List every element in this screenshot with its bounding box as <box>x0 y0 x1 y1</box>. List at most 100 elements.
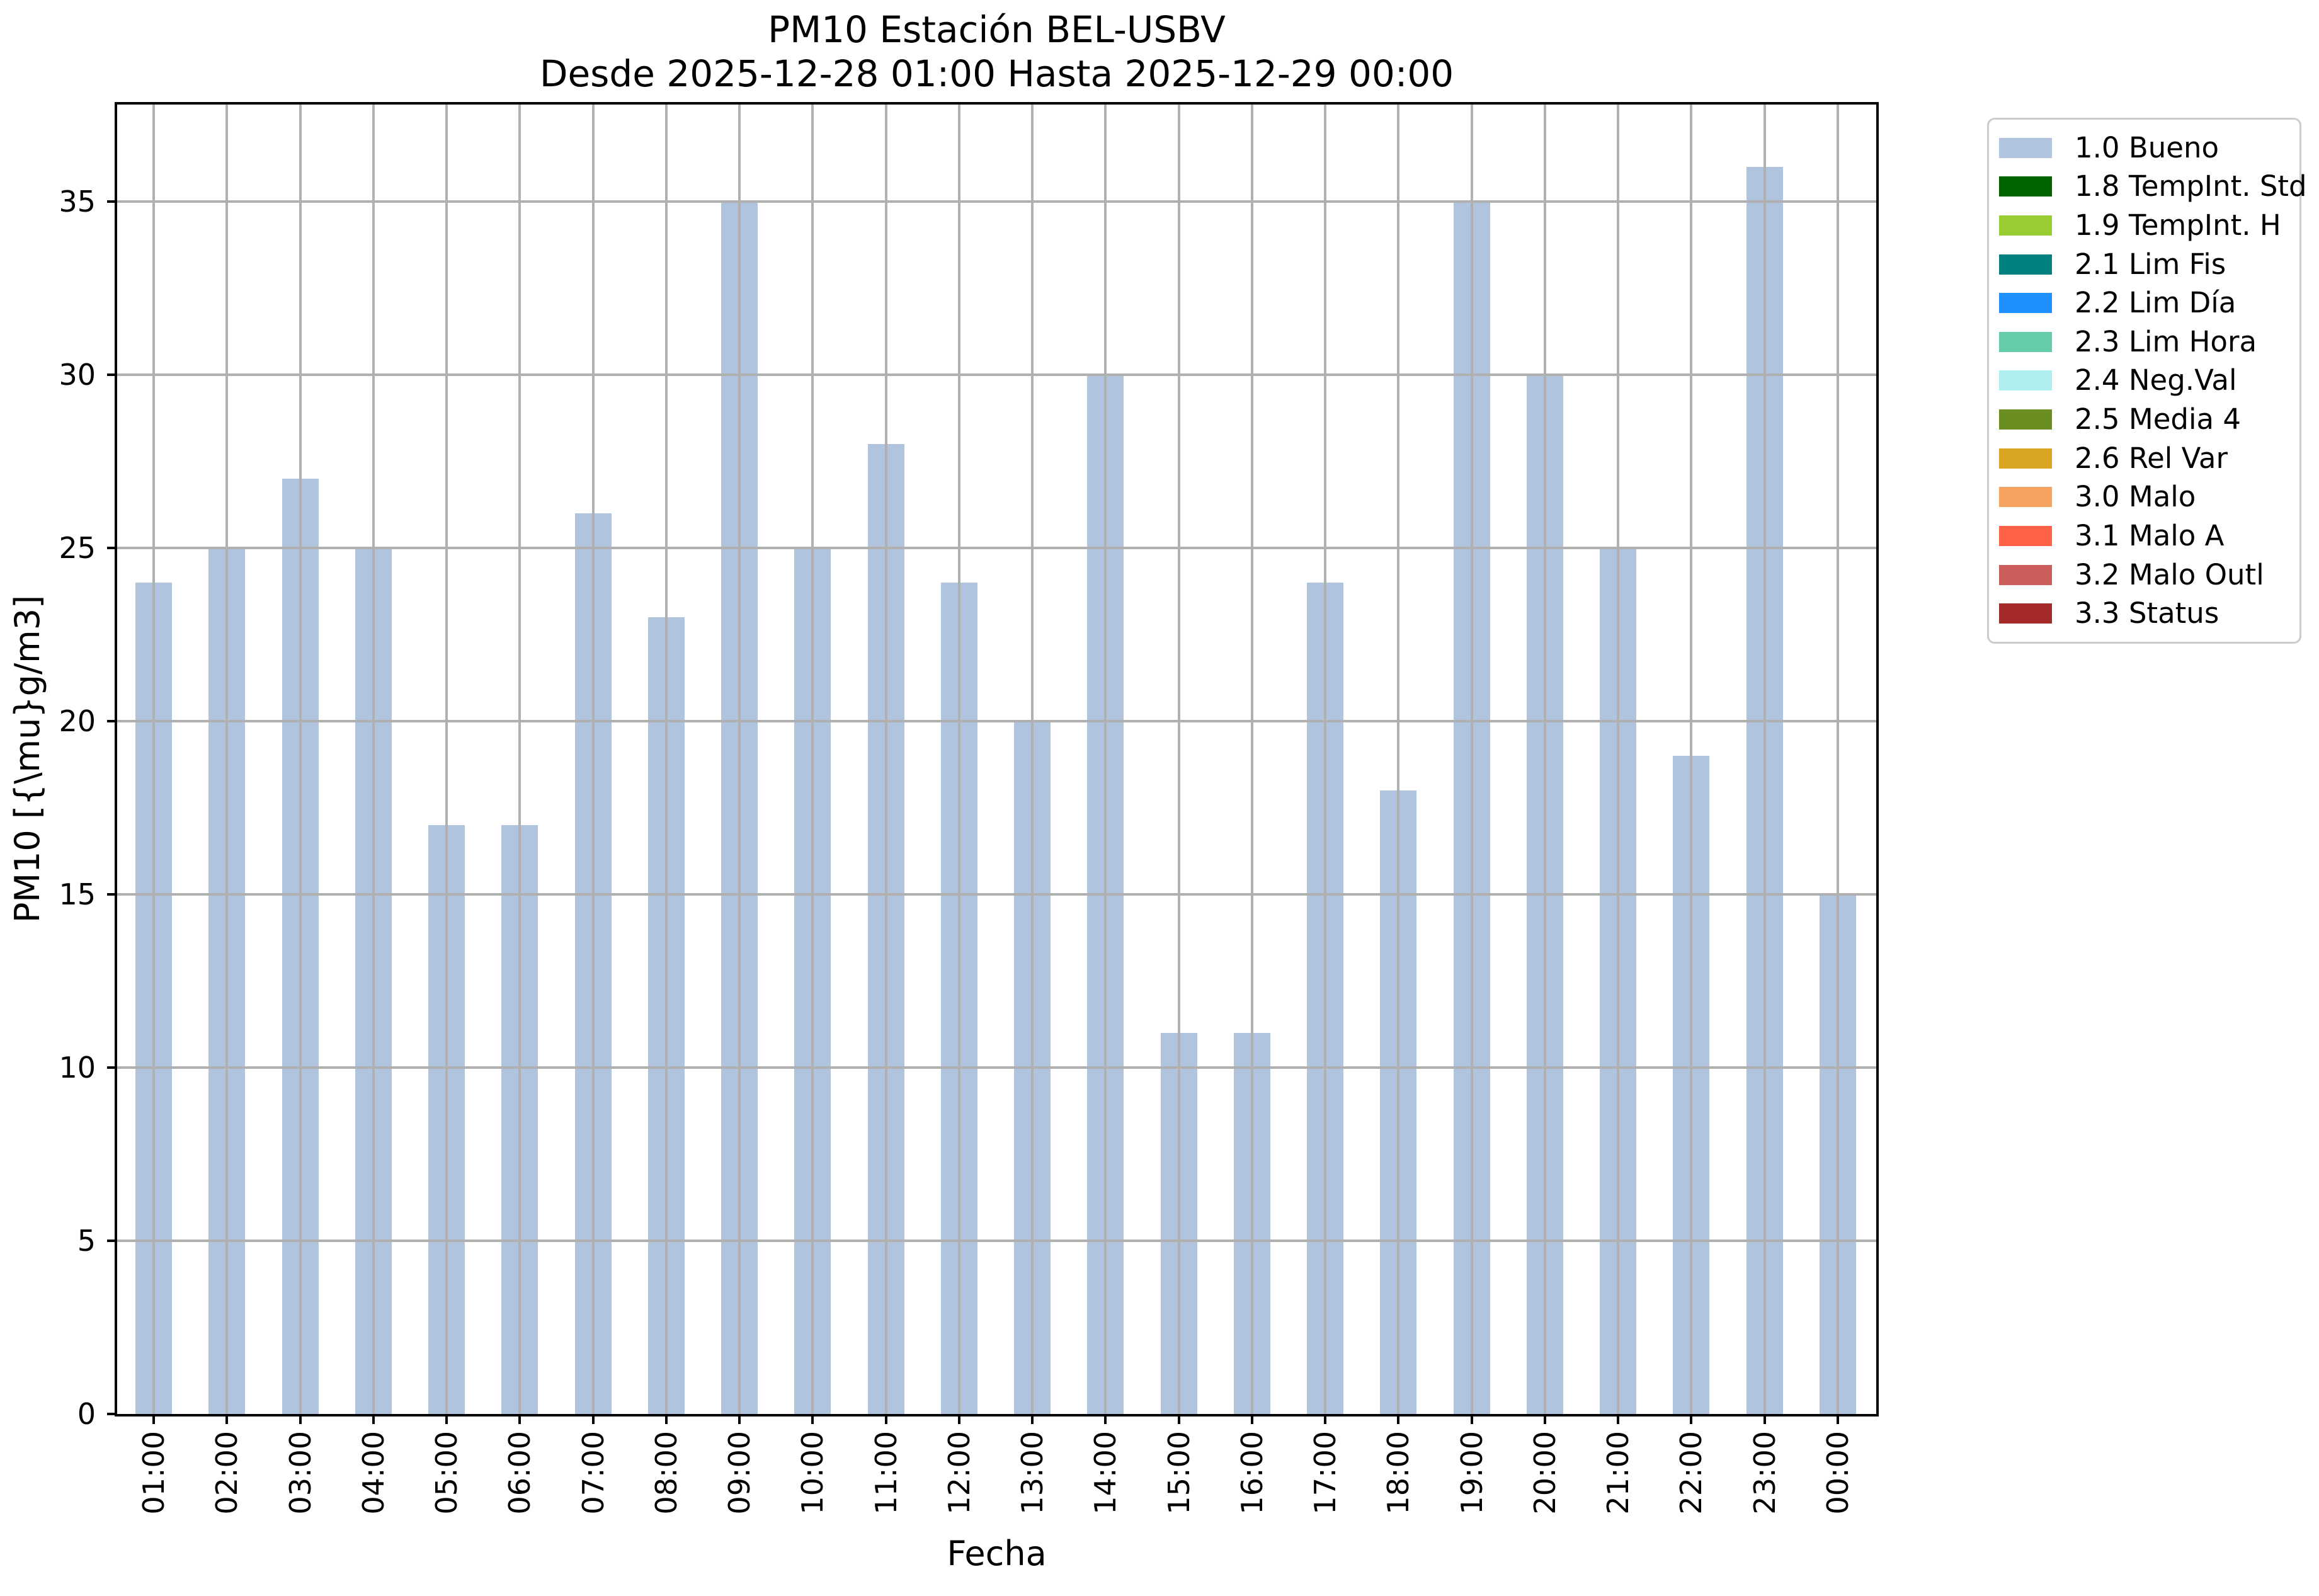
y-tick-label-25: 25 <box>59 531 96 565</box>
gridline-v-08-00 <box>664 105 668 1414</box>
gridline-v-18-00 <box>1397 105 1400 1414</box>
gridline-h-30 <box>117 373 1876 376</box>
x-tick-label-05-00: 05:00 <box>430 1431 464 1515</box>
x-tick-label-02-00: 02:00 <box>210 1431 244 1515</box>
plot-area <box>117 105 1876 1414</box>
gridline-v-21-00 <box>1617 105 1619 1414</box>
legend-label-1-8-tempint-std: 1.8 TempInt. Std <box>2075 169 2307 203</box>
x-tick-label-04-00: 04:00 <box>356 1431 390 1515</box>
x-tick-11-00 <box>884 1414 887 1424</box>
gridline-v-02-00 <box>225 105 229 1414</box>
y-tick-label-5: 5 <box>77 1224 96 1258</box>
gridline-v-17-00 <box>1324 105 1326 1414</box>
x-tick-10-00 <box>811 1414 814 1424</box>
legend-item-1-9-tempint-h: 1.9 TempInt. H <box>1989 209 2299 241</box>
gridline-v-00-00 <box>1836 105 1839 1414</box>
gridline-v-09-00 <box>738 105 741 1414</box>
x-tick-07-00 <box>591 1414 595 1424</box>
legend-label-2-5-media-4: 2.5 Media 4 <box>2075 402 2241 436</box>
x-tick-08-00 <box>664 1414 668 1424</box>
gridline-h-15 <box>117 893 1876 896</box>
legend-item-1-0-bueno: 1.0 Bueno <box>1989 132 2299 164</box>
legend-swatch-3-1-malo-a <box>1999 526 2052 547</box>
legend-item-1-8-tempint-std: 1.8 TempInt. Std <box>1989 171 2307 202</box>
x-tick-label-08-00: 08:00 <box>649 1431 683 1515</box>
legend-swatch-2-2-lim-d-a <box>1999 293 2052 314</box>
y-tick-label-0: 0 <box>77 1397 96 1431</box>
legend: 1.0 Bueno 1.8 TempInt. Std 1.9 TempInt. H 2… <box>1987 118 2307 644</box>
gridline-v-19-00 <box>1470 105 1473 1414</box>
y-tick-35 <box>107 200 117 203</box>
x-tick-18-00 <box>1397 1414 1400 1424</box>
gridline-v-10-00 <box>811 105 814 1414</box>
legend-swatch-2-6-rel-var <box>1999 448 2052 469</box>
x-tick-06-00 <box>518 1414 521 1424</box>
y-tick-label-10: 10 <box>59 1051 96 1085</box>
y-tick-label-30: 30 <box>59 358 96 392</box>
x-tick-14-00 <box>1104 1414 1107 1424</box>
chart-title-line1: PM10 Estación BEL-USBV <box>768 8 1226 51</box>
gridline-v-14-00 <box>1104 105 1107 1414</box>
y-tick-5 <box>107 1240 117 1242</box>
y-tick-label-20: 20 <box>59 704 96 738</box>
x-tick-label-22-00: 22:00 <box>1674 1431 1709 1515</box>
y-axis-label: PM10 [{\mu}g/m3] <box>8 595 47 923</box>
legend-item-2-5-media-4: 2.5 Media 4 <box>1989 404 2299 435</box>
legend-label-3-3-status: 3.3 Status <box>2075 596 2219 630</box>
legend-label-1-0-bueno: 1.0 Bueno <box>2075 130 2219 164</box>
x-tick-label-06-00: 06:00 <box>503 1431 537 1515</box>
x-tick-13-00 <box>1031 1414 1034 1424</box>
legend-item-2-2-lim-d-a: 2.2 Lim Día <box>1989 287 2299 319</box>
x-tick-20-00 <box>1543 1414 1546 1424</box>
x-tick-label-13-00: 13:00 <box>1015 1431 1049 1515</box>
gridline-v-06-00 <box>518 105 521 1414</box>
x-tick-label-16-00: 16:00 <box>1234 1431 1269 1515</box>
legend-swatch-2-1-lim-fis <box>1999 254 2052 275</box>
gridline-v-04-00 <box>372 105 375 1414</box>
x-tick-02-00 <box>225 1414 229 1424</box>
x-tick-label-12-00: 12:00 <box>942 1431 976 1515</box>
x-tick-15-00 <box>1177 1414 1180 1424</box>
legend-item-3-3-status: 3.3 Status <box>1989 598 2299 629</box>
gridline-h-5 <box>117 1240 1876 1242</box>
x-tick-label-19-00: 19:00 <box>1454 1431 1489 1515</box>
x-tick-label-07-00: 07:00 <box>576 1431 610 1515</box>
y-tick-30 <box>107 373 117 376</box>
gridline-h-25 <box>117 547 1876 549</box>
gridline-v-15-00 <box>1177 105 1180 1414</box>
legend-swatch-1-8-tempint-std <box>1999 176 2052 197</box>
y-tick-15 <box>107 893 117 896</box>
legend-swatch-3-3-status <box>1999 603 2052 624</box>
gridline-v-01-00 <box>152 105 155 1414</box>
legend-item-3-0-malo: 3.0 Malo <box>1989 481 2299 513</box>
x-tick-04-00 <box>372 1414 375 1424</box>
legend-item-2-4-neg-val: 2.4 Neg.Val <box>1989 365 2299 396</box>
legend-label-2-1-lim-fis: 2.1 Lim Fis <box>2075 247 2226 281</box>
gridline-h-20 <box>117 720 1876 722</box>
y-tick-25 <box>107 547 117 549</box>
legend-label-2-4-neg-val: 2.4 Neg.Val <box>2075 363 2237 397</box>
x-tick-23-00 <box>1763 1414 1766 1424</box>
gridline-h-35 <box>117 200 1876 203</box>
x-tick-label-23-00: 23:00 <box>1747 1431 1782 1515</box>
gridline-v-07-00 <box>591 105 595 1414</box>
legend-label-2-3-lim-hora: 2.3 Lim Hora <box>2075 324 2257 358</box>
x-tick-16-00 <box>1250 1414 1253 1424</box>
x-tick-label-21-00: 21:00 <box>1601 1431 1635 1515</box>
x-tick-label-01-00: 01:00 <box>137 1431 171 1515</box>
x-tick-label-15-00: 15:00 <box>1161 1431 1196 1515</box>
y-tick-label-15: 15 <box>59 877 96 911</box>
legend-item-3-2-malo-outl: 3.2 Malo Outl <box>1989 559 2299 591</box>
x-tick-00-00 <box>1836 1414 1839 1424</box>
legend-swatch-2-3-lim-hora <box>1999 331 2052 352</box>
x-tick-label-18-00: 18:00 <box>1381 1431 1416 1515</box>
gridline-v-22-00 <box>1690 105 1693 1414</box>
legend-swatch-1-0-bueno <box>1999 137 2052 158</box>
legend-swatch-2-4-neg-val <box>1999 370 2052 391</box>
x-tick-label-10-00: 10:00 <box>795 1431 830 1515</box>
x-tick-01-00 <box>152 1414 155 1424</box>
legend-item-3-1-malo-a: 3.1 Malo A <box>1989 520 2299 552</box>
gridline-v-11-00 <box>884 105 887 1414</box>
legend-label-2-2-lim-d-a: 2.2 Lim Día <box>2075 286 2236 320</box>
